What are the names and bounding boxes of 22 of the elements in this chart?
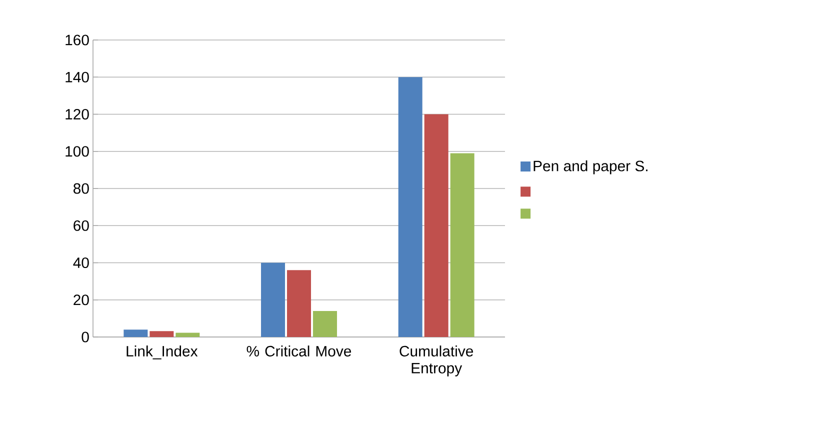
y-tick-label: 60 [74,220,89,231]
bar [150,331,174,337]
bar [124,330,148,337]
y-tick-label: 140 [66,72,89,82]
bar [312,311,337,337]
x-tick-label: % Critical Move [246,346,352,356]
bar [424,114,448,337]
y-tick-label: 80 [74,183,89,194]
bar [176,332,200,337]
y-tick-label: 100 [66,146,89,157]
y-tick-label: 160 [66,34,89,46]
y-tick-label: 120 [66,108,89,120]
y-tick-label: 20 [74,294,89,306]
x-tick-label: Link_Index [126,346,198,360]
bar [450,153,474,337]
legend-label: Pen and paper S. [534,160,648,174]
x-tick-label: Cumulative Entropy [400,346,474,376]
bar [398,77,422,337]
y-tick-label: 40 [73,257,89,268]
bar [287,270,312,337]
y-tick-label: 0 [82,332,89,342]
bar [261,262,286,337]
